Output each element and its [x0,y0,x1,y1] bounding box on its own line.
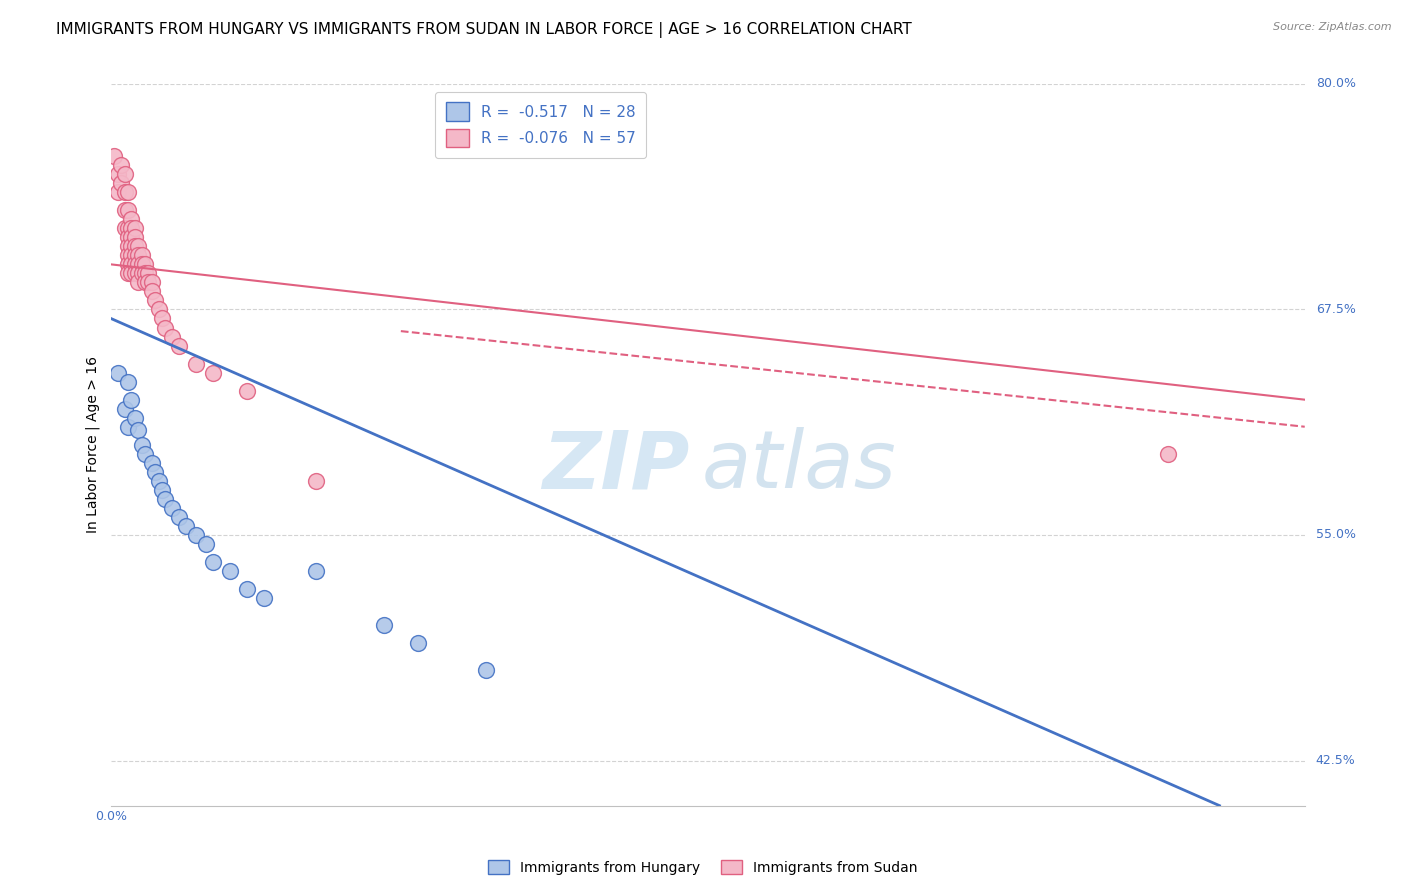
Point [167,338,190,352]
Point [141,285,163,299]
Point [150,311,173,326]
Point [120,248,142,262]
Point [120,221,142,235]
Point [120,257,142,271]
Point [131,438,153,452]
Point [138,266,160,280]
Point [124,266,146,280]
Point [148,474,170,488]
Point [120,212,142,227]
Point [117,230,139,244]
Text: 42.5%: 42.5% [1316,754,1355,767]
Point [124,410,146,425]
Point [141,456,163,470]
Point [117,248,139,262]
Point [114,203,136,218]
Text: atlas: atlas [702,427,897,506]
Point [373,618,395,632]
Text: 80.0%: 80.0% [1316,78,1355,90]
Point [406,636,429,650]
Point [174,519,197,533]
Point [117,185,139,199]
Point [143,465,166,479]
Point [162,500,184,515]
Point [117,239,139,253]
Point [304,474,326,488]
Point [131,257,153,271]
Point [127,248,149,262]
Point [120,392,142,407]
Point [186,357,208,371]
Point [124,230,146,244]
Point [143,293,166,308]
Point [127,423,149,437]
Point [195,537,218,551]
Point [202,555,225,569]
Point [1123,825,1146,839]
Point [107,167,129,181]
Point [138,276,160,290]
Point [110,158,132,172]
Point [107,366,129,380]
Legend: R =  -0.517   N = 28, R =  -0.076   N = 57: R = -0.517 N = 28, R = -0.076 N = 57 [434,92,647,158]
Point [114,221,136,235]
Point [124,239,146,253]
Point [120,239,142,253]
Point [124,221,146,235]
Point [117,203,139,218]
Point [120,230,142,244]
Legend: Immigrants from Hungary, Immigrants from Sudan: Immigrants from Hungary, Immigrants from… [482,855,924,880]
Point [162,329,184,343]
Point [131,266,153,280]
Point [1157,447,1180,461]
Point [134,266,156,280]
Point [124,257,146,271]
Point [117,375,139,389]
Point [475,663,498,677]
Point [120,266,142,280]
Point [148,302,170,317]
Point [124,248,146,262]
Text: Source: ZipAtlas.com: Source: ZipAtlas.com [1274,22,1392,32]
Point [236,582,259,596]
Point [155,320,177,334]
Point [117,266,139,280]
Text: ZIP: ZIP [543,427,690,506]
Point [134,276,156,290]
Point [202,366,225,380]
Point [114,401,136,416]
Point [131,248,153,262]
Point [117,221,139,235]
Point [110,176,132,190]
Point [117,257,139,271]
Text: 67.5%: 67.5% [1316,303,1355,316]
Point [134,257,156,271]
Point [127,276,149,290]
Point [219,564,242,578]
Text: IMMIGRANTS FROM HUNGARY VS IMMIGRANTS FROM SUDAN IN LABOR FORCE | AGE > 16 CORRE: IMMIGRANTS FROM HUNGARY VS IMMIGRANTS FR… [56,22,912,38]
Point [127,239,149,253]
Point [304,564,326,578]
Point [114,185,136,199]
Point [186,528,208,542]
Point [253,591,276,606]
Point [155,491,177,506]
Point [103,149,125,163]
Point [117,419,139,434]
Point [236,384,259,398]
Point [107,185,129,199]
Point [141,276,163,290]
Point [114,167,136,181]
Y-axis label: In Labor Force | Age > 16: In Labor Force | Age > 16 [86,356,100,533]
Point [127,266,149,280]
Point [167,510,190,524]
Point [134,447,156,461]
Point [150,483,173,497]
Point [127,257,149,271]
Text: 55.0%: 55.0% [1316,528,1355,541]
